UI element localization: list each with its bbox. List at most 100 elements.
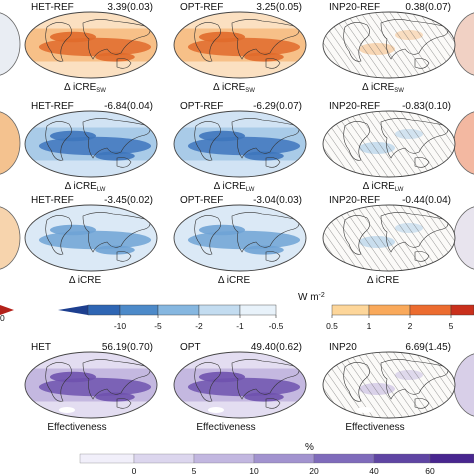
panel-label: OPT	[180, 342, 201, 353]
colorbar-tick-label: 5	[449, 321, 454, 331]
map-panels: HET-REF 3.39(0.03) Δ iCRESW OPT-REF 3.25(0.0…	[24, 2, 456, 433]
map-panel: OPT-REF -3.04(0.03) Δ iCRE	[173, 195, 307, 286]
panel-label: INP20-REF	[329, 2, 380, 13]
map-panel: INP20-REF -0.44(0.04) Δ iCRE	[322, 195, 456, 286]
panel-global-mean: 3.25(0.05)	[256, 2, 302, 13]
colorbar-tick-label: -1	[236, 321, 244, 331]
colorbar-tick-label: 20	[309, 466, 319, 474]
colorbar-swatch	[409, 304, 452, 316]
cropped-left-column	[0, 12, 21, 315]
colorbar-diverging-ticks: -10 -5 -2 -1 -0.5 0.5 1 2 5	[114, 315, 454, 331]
map-panel: OPT-REF 3.25(0.05) Δ iCRESW	[173, 2, 307, 94]
colorbar-effectiveness-ticks: 0 5 10 20 40 60	[132, 466, 435, 474]
colorbar-tick-label: -0.5	[269, 321, 284, 331]
map-outline	[24, 110, 158, 178]
map-outline	[173, 204, 307, 272]
panel-caption: Δ iCRELW	[65, 181, 106, 193]
colorbar-tick-label: 2	[408, 321, 413, 331]
map-panel: HET-REF -3.45(0.02) Δ iCRE	[24, 195, 158, 286]
cropped-right-column	[453, 12, 474, 417]
map-outline	[322, 351, 456, 419]
panel-label: HET-REF	[31, 2, 74, 13]
panel-caption: Δ iCRESW	[64, 82, 106, 94]
colorbar-swatch	[450, 304, 474, 316]
panel-global-mean: -0.44(0.04)	[402, 195, 451, 206]
colorbar-tick-label: 0.5	[326, 321, 338, 331]
map-panel: INP20 6.69(1.45) Effectiveness	[322, 342, 456, 433]
colorbar-swatch	[133, 453, 195, 464]
panel-global-mean: 56.19(0.70)	[102, 342, 153, 353]
map-outline	[173, 351, 307, 419]
map-panel: INP20-REF 0.38(0.07) Δ iCRESW	[322, 2, 456, 94]
map-outline	[24, 351, 158, 419]
colorbar-unit: W m-2	[298, 292, 325, 303]
map-panel: OPT-REF -6.29(0.07) Δ iCRELW	[173, 101, 307, 193]
colorbar-swatch	[239, 304, 277, 316]
map-panel: HET-REF -6.84(0.04) Δ iCRELW	[24, 101, 158, 193]
colorbar-tick-label: 1	[367, 321, 372, 331]
panel-label: INP20-REF	[329, 101, 380, 112]
panel-caption: Δ iCRE	[218, 275, 251, 286]
map-panel: INP20-REF -0.83(0.10) Δ iCRELW	[322, 101, 456, 193]
colorbar-diverging: W m-2 -10 -5 -2 -1 -0.5 0.5 1 2 5	[58, 292, 474, 331]
colorbar-tick-label: 0	[132, 466, 137, 474]
map-outline	[322, 204, 456, 272]
map-field	[174, 205, 306, 271]
colorbar-effectiveness: % 0 5 10 20 40 60	[79, 442, 474, 474]
map-outline	[322, 11, 456, 79]
map-field	[25, 352, 157, 418]
panel-label: OPT-REF	[180, 101, 223, 112]
map-panel: OPT 49.40(0.62) Effectiveness	[173, 342, 307, 433]
panel-label: HET	[31, 342, 51, 353]
map-field	[323, 111, 455, 177]
panel-global-mean: -0.83(0.10)	[402, 101, 451, 112]
colorbar-tick-label: 5	[192, 466, 197, 474]
map-outline	[322, 110, 456, 178]
colorbar-swatch	[373, 453, 431, 464]
colorbar-swatch	[331, 304, 370, 316]
colorbar-tick-label: 10	[249, 466, 259, 474]
colorbar-effectiveness-unit: %	[305, 442, 314, 453]
panel-label: OPT-REF	[180, 195, 223, 206]
panel-global-mean: 0.38(0.07)	[405, 2, 451, 13]
colorbar-tick-label: -2	[195, 321, 203, 331]
colorbar-swatch	[313, 453, 375, 464]
colorbar-swatch	[198, 304, 241, 316]
map-outline	[173, 110, 307, 178]
panel-global-mean: -3.45(0.02)	[104, 195, 153, 206]
colorbar-tick-label: 60	[425, 466, 435, 474]
colorbar-diverging-swatches	[58, 304, 474, 316]
colorbar-swatch	[193, 453, 255, 464]
map-panel: HET 56.19(0.70) Effectiveness	[24, 342, 158, 433]
colorbar-swatch	[119, 304, 159, 316]
map-field	[323, 205, 455, 271]
panel-caption: Effectiveness	[196, 422, 255, 433]
colorbar-tick-label: -5	[154, 321, 162, 331]
colorbar-swatch	[368, 304, 411, 316]
cropped-left-tick: 0	[0, 313, 5, 323]
colorbar-tick-label: 40	[369, 466, 379, 474]
colorbar-effectiveness-swatches	[79, 453, 474, 464]
panel-caption: Δ iCRELW	[363, 181, 404, 193]
panel-label: INP20	[329, 342, 357, 353]
panel-caption: Effectiveness	[47, 422, 106, 433]
panel-global-mean: -3.04(0.03)	[253, 195, 302, 206]
panel-caption: Δ iCRESW	[213, 82, 255, 94]
colorbar-swatch	[253, 453, 315, 464]
panel-caption: Δ iCRELW	[214, 181, 255, 193]
panel-global-mean: 6.69(1.45)	[405, 342, 451, 353]
panel-label: HET-REF	[31, 101, 74, 112]
panel-caption: Δ iCRESW	[362, 82, 404, 94]
panel-global-mean: 49.40(0.62)	[251, 342, 302, 353]
map-panel: HET-REF 3.39(0.03) Δ iCRESW	[24, 2, 158, 94]
map-field	[323, 12, 455, 78]
map-outline	[173, 11, 307, 79]
panel-global-mean: -6.29(0.07)	[253, 101, 302, 112]
panel-caption: Δ iCRE	[69, 275, 102, 286]
panel-label: OPT-REF	[180, 2, 223, 13]
panel-global-mean: -6.84(0.04)	[104, 101, 153, 112]
panel-label: HET-REF	[31, 195, 74, 206]
map-outline	[24, 11, 158, 79]
colorbar-tick-label: -10	[114, 321, 127, 331]
